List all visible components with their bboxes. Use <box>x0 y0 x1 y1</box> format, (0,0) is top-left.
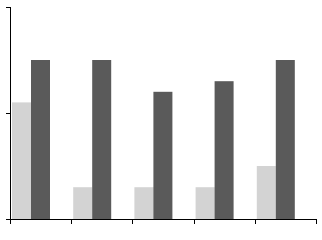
bar <box>73 187 93 219</box>
bar <box>214 81 234 219</box>
bar <box>92 60 112 219</box>
bar <box>31 60 50 219</box>
bar <box>153 91 173 219</box>
bar <box>134 187 154 219</box>
page: {"chart_data": {"type": "bar", "categori… <box>6 7 317 224</box>
bar <box>12 102 31 219</box>
bar <box>275 60 295 219</box>
bar <box>256 166 276 219</box>
chart <box>6 7 317 224</box>
bar <box>195 187 215 219</box>
